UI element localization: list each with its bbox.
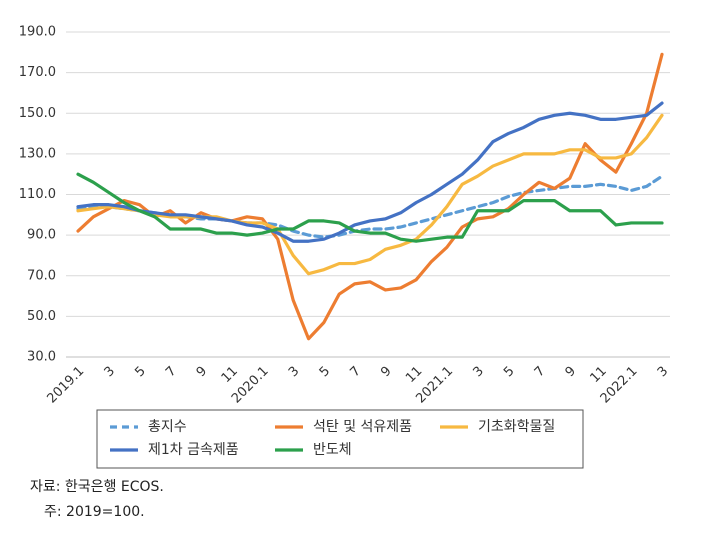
legend-label: 제1차 금속제품 — [148, 442, 239, 458]
x-tick-label: 3 — [102, 364, 118, 380]
series-line — [76, 52, 664, 341]
x-tick-label: 9 — [378, 364, 394, 380]
y-tick-label: 130.0 — [19, 146, 56, 161]
x-tick-label: 5 — [317, 364, 333, 380]
y-tick-label: 150.0 — [19, 106, 56, 121]
x-tick-label: 5 — [501, 364, 517, 380]
legend-label: 반도체 — [313, 442, 352, 458]
x-tick-label: 3 — [286, 364, 302, 380]
note: 자료: 한국은행 ECOS. — [30, 479, 164, 495]
y-tick-label: 190.0 — [19, 25, 56, 40]
x-tick-label: 11 — [219, 364, 241, 386]
y-tick-label: 90.0 — [27, 228, 56, 243]
x-tick-label: 2019.1 — [45, 364, 88, 407]
legend-label: 총지수 — [148, 419, 187, 435]
x-tick-label: 3 — [655, 364, 671, 380]
y-tick-label: 70.0 — [27, 268, 56, 283]
x-tick-label: 7 — [532, 364, 548, 380]
series-line — [76, 101, 664, 243]
note: 주: 2019=100. — [44, 504, 145, 520]
y-tick-label: 50.0 — [27, 309, 56, 324]
x-tick-label: 3 — [470, 364, 486, 380]
series-line — [76, 113, 664, 276]
x-tick-label: 11 — [588, 364, 610, 386]
x-tick-label: 9 — [563, 364, 579, 380]
x-tick-label: 11 — [403, 364, 425, 386]
series-line — [76, 172, 664, 243]
x-tick-label: 9 — [194, 364, 210, 380]
y-tick-label: 110.0 — [19, 187, 56, 202]
y-tick-label: 30.0 — [27, 350, 56, 365]
y-tick-label: 170.0 — [19, 65, 56, 80]
legend-box — [96, 409, 584, 469]
legend-label: 기초화학물질 — [478, 419, 555, 435]
legend-label: 석탄 및 석유제품 — [313, 419, 412, 435]
x-tick-label: 7 — [163, 364, 179, 380]
x-tick-label: 7 — [347, 364, 363, 380]
x-tick-label: 5 — [132, 364, 148, 380]
series-line — [76, 174, 664, 239]
